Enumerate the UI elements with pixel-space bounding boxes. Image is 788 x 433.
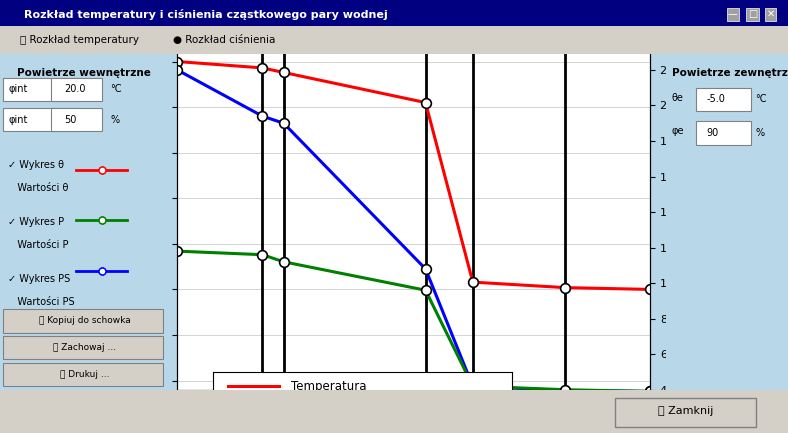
Text: 📋 Kopiuj do schowka: 📋 Kopiuj do schowka bbox=[39, 317, 131, 326]
Title: Rozkład ciśnienia pary wodnej  w przegrodzie: Rozkład ciśnienia pary wodnej w przegrod… bbox=[218, 22, 609, 38]
FancyBboxPatch shape bbox=[50, 78, 102, 101]
Text: ✓ Wykres P: ✓ Wykres P bbox=[9, 217, 65, 227]
Text: Wartości PS: Wartości PS bbox=[9, 297, 75, 307]
FancyBboxPatch shape bbox=[3, 363, 162, 386]
Text: Rozkład temperatury i ciśnienia cząstkowego pary wodnej: Rozkład temperatury i ciśnienia cząstkow… bbox=[24, 9, 388, 19]
Text: 🔒 Zamknij: 🔒 Zamknij bbox=[658, 406, 713, 417]
Text: °C: °C bbox=[755, 94, 767, 104]
Text: φint: φint bbox=[9, 84, 28, 94]
Text: 90: 90 bbox=[706, 128, 719, 138]
FancyBboxPatch shape bbox=[3, 108, 80, 131]
FancyBboxPatch shape bbox=[697, 121, 751, 145]
Text: 🌡 Rozkład temperatury: 🌡 Rozkład temperatury bbox=[20, 35, 139, 45]
Text: ✕: ✕ bbox=[767, 9, 775, 19]
Text: φint: φint bbox=[9, 115, 28, 125]
Text: φe: φe bbox=[672, 126, 685, 136]
Text: Temperatura: Temperatura bbox=[291, 380, 366, 393]
Text: □: □ bbox=[748, 9, 757, 19]
Text: ✓ Wykres θ: ✓ Wykres θ bbox=[9, 160, 65, 170]
Text: °C: °C bbox=[110, 84, 121, 94]
Text: Ciśnienie nasycenia: Ciśnienie nasycenia bbox=[291, 396, 408, 409]
Text: Ciśnienie cząstkowe: Ciśnienie cząstkowe bbox=[291, 411, 410, 424]
Text: %: % bbox=[110, 115, 119, 125]
Text: Wartości θ: Wartości θ bbox=[9, 183, 69, 194]
Y-axis label: θ: θ bbox=[134, 203, 143, 216]
Text: -5.0: -5.0 bbox=[706, 94, 725, 104]
FancyBboxPatch shape bbox=[615, 398, 756, 427]
Text: 💾 Zachowaj ...: 💾 Zachowaj ... bbox=[53, 343, 117, 352]
Bar bbox=[262, 43, 426, 390]
Text: ● Rozkład ciśnienia: ● Rozkład ciśnienia bbox=[173, 35, 276, 45]
FancyBboxPatch shape bbox=[697, 87, 751, 111]
Text: Powietrze wewnętrzne: Powietrze wewnętrzne bbox=[17, 68, 151, 78]
Text: Powietrze zewnętrzne: Powietrze zewnętrzne bbox=[672, 68, 788, 78]
Text: θe: θe bbox=[672, 93, 684, 103]
FancyBboxPatch shape bbox=[50, 108, 102, 131]
FancyBboxPatch shape bbox=[3, 78, 80, 101]
FancyBboxPatch shape bbox=[3, 309, 162, 333]
Text: 50: 50 bbox=[65, 115, 76, 125]
Text: 🖨 Drukuj ...: 🖨 Drukuj ... bbox=[60, 370, 110, 379]
FancyBboxPatch shape bbox=[3, 336, 162, 359]
Text: %: % bbox=[755, 128, 764, 138]
Text: —: — bbox=[728, 9, 738, 19]
Text: ✓ Wykres PS: ✓ Wykres PS bbox=[9, 274, 71, 284]
Y-axis label: P [Pa]: P [Pa] bbox=[701, 200, 712, 233]
Bar bbox=[473, 43, 565, 390]
Text: Wartości P: Wartości P bbox=[9, 240, 69, 250]
Text: 20.0: 20.0 bbox=[65, 84, 86, 94]
